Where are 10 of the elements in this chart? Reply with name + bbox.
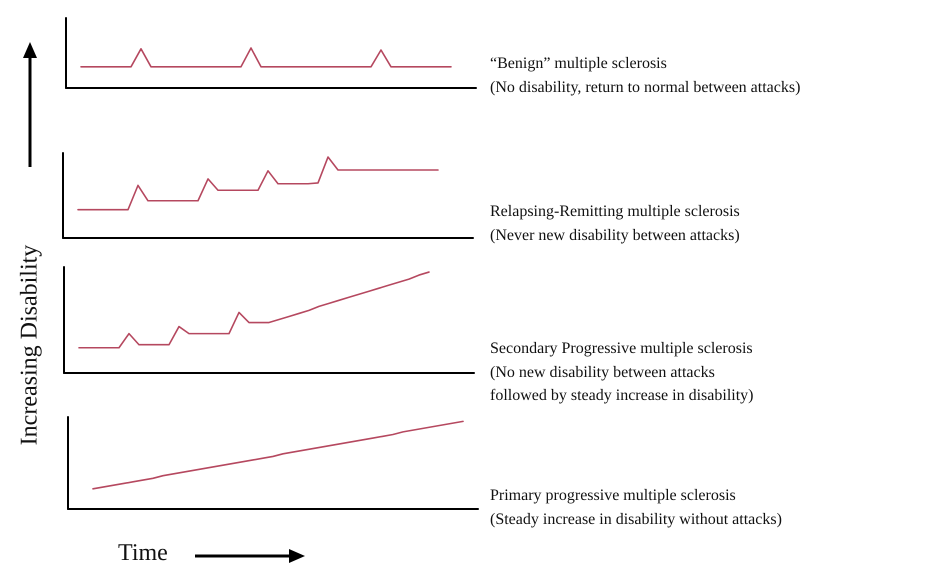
- y-axis-title: Increasing Disability: [16, 244, 44, 446]
- text: (Steady increase in disability without attacks): [490, 511, 782, 528]
- text: Primary progressive multiple sclerosis: [490, 487, 736, 504]
- text: (No new disability between attacks followed by steady increase in disability): [490, 364, 754, 404]
- text: Relapsing-Remitting multiple sclerosis: [490, 203, 740, 220]
- x-axis-title: Time: [118, 540, 168, 567]
- text: (Never new disability between attacks): [490, 227, 740, 244]
- text: (No disability, return to normal between attacks): [490, 79, 800, 96]
- text: “Benign” multiple sclerosis: [490, 55, 667, 72]
- text: Secondary Progressive multiple sclerosis: [490, 340, 753, 357]
